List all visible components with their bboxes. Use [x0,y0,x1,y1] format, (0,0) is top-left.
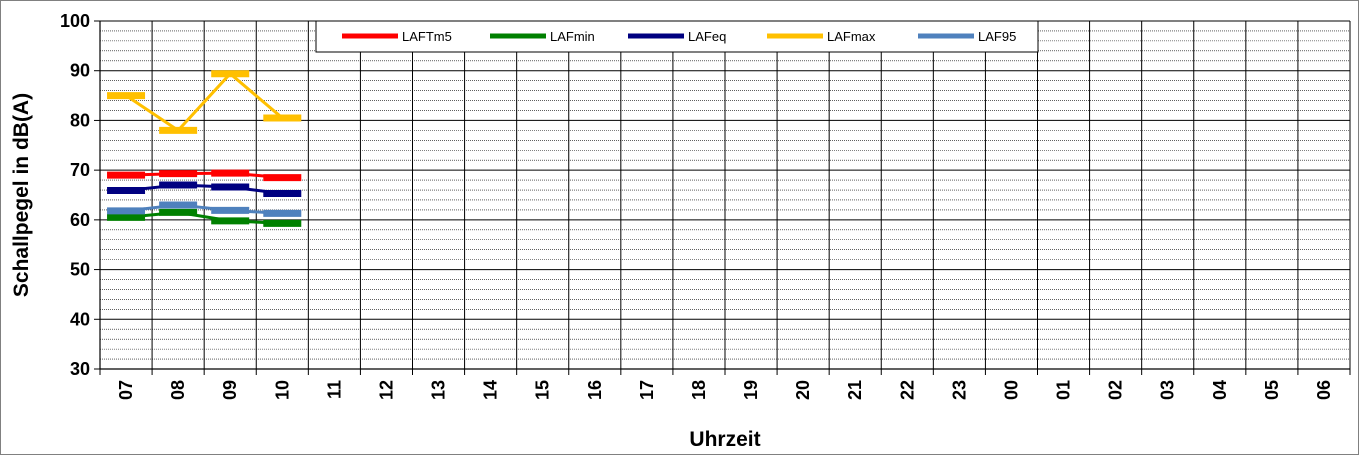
x-tick-label: 15 [533,380,553,400]
series-LAFmax [107,70,302,134]
x-tick-label: 06 [1314,380,1334,400]
y-tick-label: 50 [70,260,90,280]
axes [94,20,1351,375]
x-tick-labels: 07 08 09 10 11 12 13 14 15 16 17 18 19 20 21 22 23 00 01 02… [116,380,1334,400]
series-LAFmin [107,208,302,227]
series-lines [107,70,302,227]
x-tick-label: 08 [168,380,188,400]
x-tick-label: 01 [1054,380,1074,400]
y-tick-labels: 30 40 50 60 70 80 90 100 [60,11,90,379]
series-line-LAF95 [125,203,283,215]
x-tick-label: 13 [429,380,449,400]
legend-label-LAF95: LAF95 [978,29,1016,44]
x-tick-label: 20 [793,380,813,400]
x-tick-label: 23 [949,380,969,400]
y-tick-label: 40 [70,309,90,329]
x-tick-label: 11 [324,380,344,399]
legend-label-LAFmin: LAFmin [550,29,595,44]
y-axis-title: Schallpegel in dB(A) [10,93,33,297]
x-tick-label: 05 [1262,380,1282,400]
series-line-LAFmin [125,210,283,225]
y-tick-label: 100 [60,11,90,31]
series-LAF95 [107,201,302,217]
x-tick-label: 10 [272,380,292,400]
x-tick-label: 07 [116,380,136,400]
legend-label-LAFeq: LAFeq [688,29,726,44]
y-tick-label: 90 [70,61,90,81]
series-line-LAFTm5 [125,171,283,180]
x-tick-label: 18 [689,380,709,400]
y-tick-label: 60 [70,210,90,230]
series-line-LAFeq [125,183,283,195]
y-tick-label: 30 [70,359,90,379]
x-tick-label: 17 [637,380,657,400]
x-tick-label: 04 [1210,380,1230,400]
x-tick-label: 00 [1001,380,1021,400]
x-tick-label: 14 [481,380,501,400]
legend: LAFTm5 LAFmin LAFeq LAFmax LAF95 [315,20,1039,53]
x-tick-label: 16 [585,380,605,400]
x-tick-label: 19 [741,380,761,400]
x-tick-label: 09 [220,380,240,400]
y-tick-label: 70 [70,160,90,180]
series-LAFTm5 [107,169,302,182]
series-line-LAFmax [125,72,284,132]
y-tick-label: 80 [70,110,90,130]
series-LAFeq [107,181,302,198]
x-tick-label: 21 [845,380,865,400]
x-axis-title: Uhrzeit [689,428,760,451]
x-tick-label: 03 [1158,380,1178,400]
x-tick-label: 22 [897,380,917,400]
x-tick-label: 12 [376,380,396,400]
legend-label-LAFTm5: LAFTm5 [402,29,452,44]
x-tick-label: 02 [1106,380,1126,400]
legend-label-LAFmax: LAFmax [827,29,876,44]
